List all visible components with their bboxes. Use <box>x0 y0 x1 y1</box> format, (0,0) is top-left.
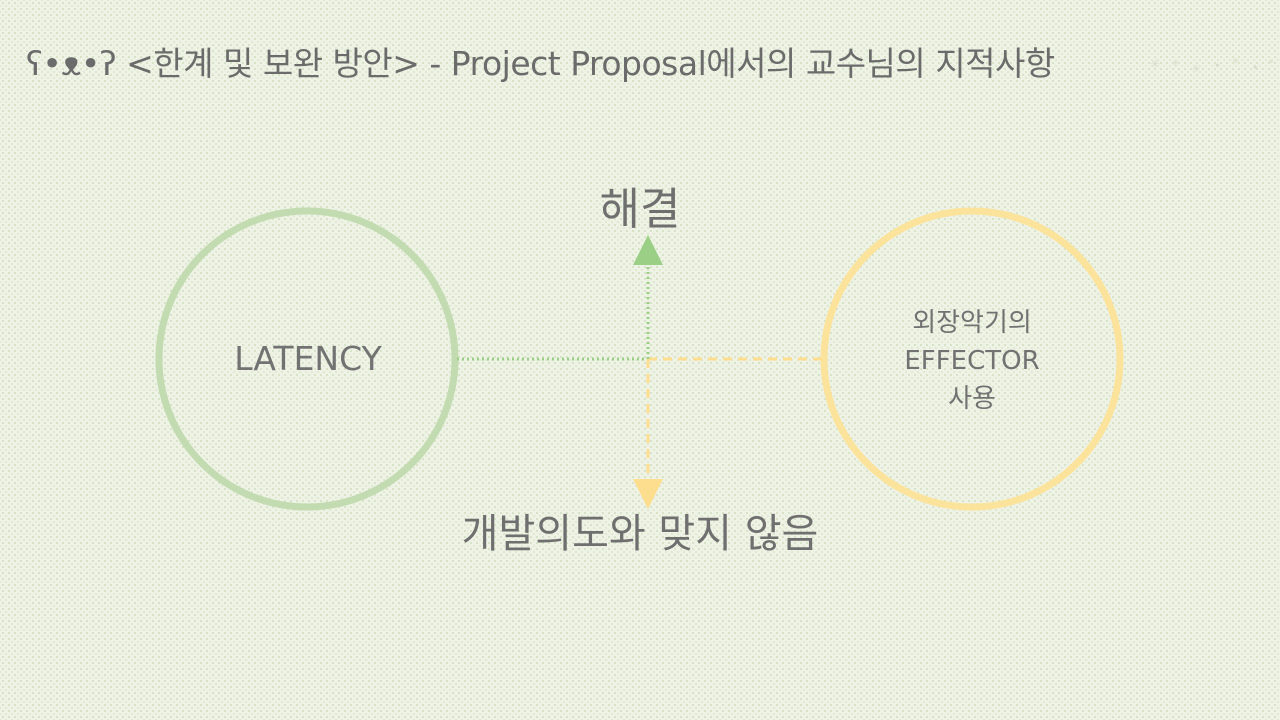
svg-text:✦: ✦ <box>1252 63 1259 72</box>
svg-text:✳: ✳ <box>1150 57 1160 71</box>
svg-text:✳: ✳ <box>1232 57 1240 67</box>
svg-text:✳: ✳ <box>1268 58 1274 66</box>
svg-text:✳: ✳ <box>1192 64 1200 75</box>
effector-circle <box>820 207 1124 511</box>
svg-text:✳: ✳ <box>1172 59 1180 69</box>
effector-label-line: 외장악기의 <box>912 308 1032 338</box>
dev-intent-mismatch-label: 개발의도와 맞지 않음 <box>461 511 819 557</box>
latency-label: LATENCY <box>234 339 382 378</box>
effector-label-line: EFFECTOR <box>904 346 1040 376</box>
slide-title: ʕ•ᴥ•ʔ <한계 및 보완 방안> - Project Proposal에서의… <box>26 44 1055 83</box>
svg-text:✦: ✦ <box>1214 61 1221 70</box>
effector-label: 외장악기의 EFFECTOR 사용 <box>830 304 1114 418</box>
sparkle-icon: ✳ ✳ ✳ ✦ ✳ ✦ ✳ <box>1150 57 1274 75</box>
resolution-label: 해결 <box>599 184 681 235</box>
effector-label-line: 사용 <box>948 384 996 414</box>
latency-circle <box>155 207 459 511</box>
